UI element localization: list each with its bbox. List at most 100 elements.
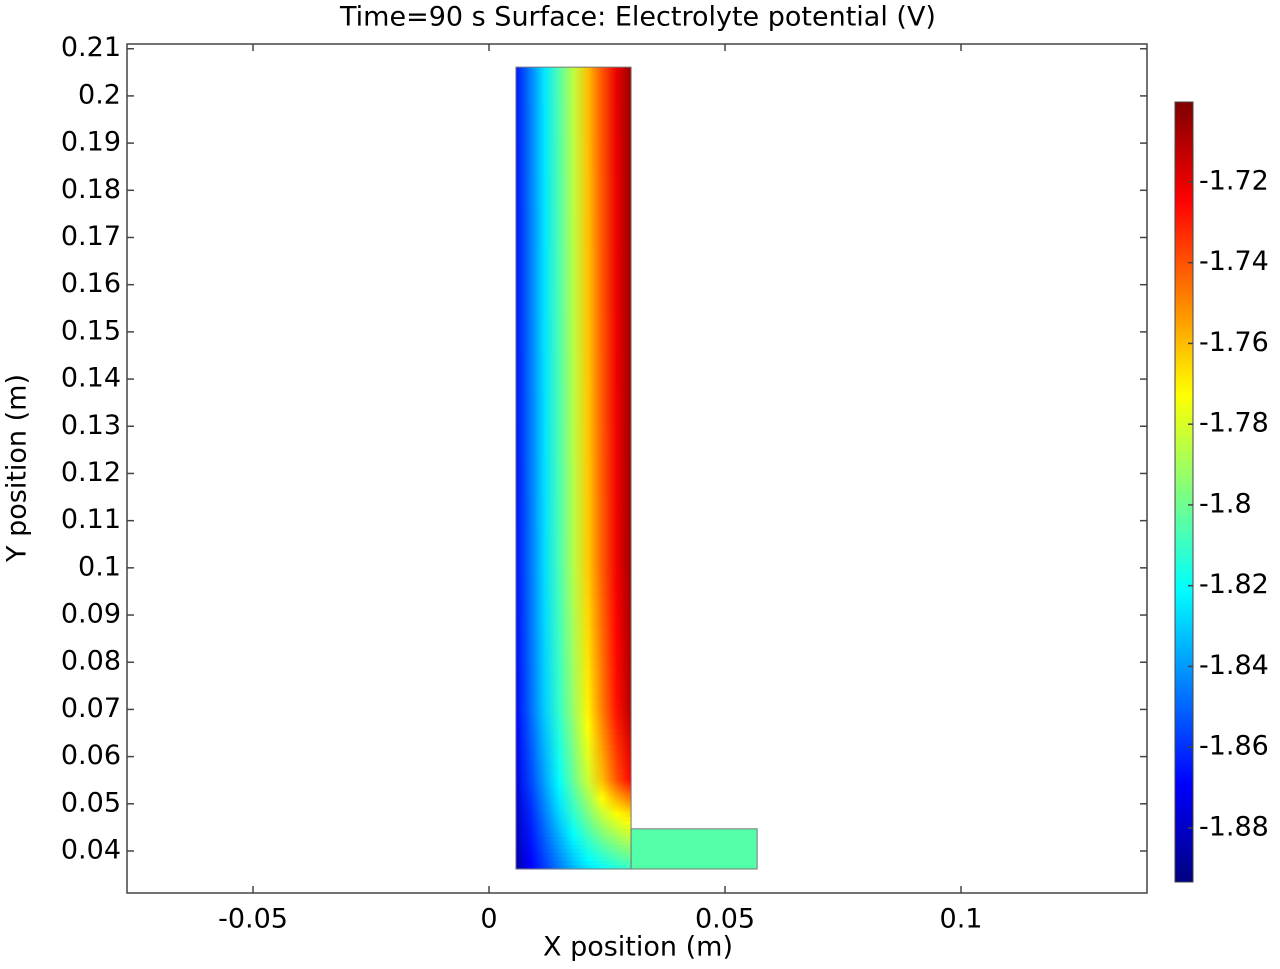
- surface-strip: [515, 424, 632, 462]
- surface-strip: [515, 174, 632, 211]
- surface-strip: [515, 759, 632, 766]
- y-tick-label: 0.05: [61, 787, 121, 818]
- surface-strip: [515, 638, 632, 650]
- surface-strip: [515, 67, 632, 104]
- surface-strip: [631, 828, 758, 833]
- surface-strip: [515, 810, 632, 814]
- y-tick-label: 0.21: [61, 32, 121, 63]
- y-tick-label: 0.16: [61, 268, 121, 299]
- surface-strip: [515, 245, 632, 283]
- surface-strip: [515, 389, 632, 426]
- surface-strip: [515, 853, 632, 858]
- surface-strip: [515, 714, 632, 721]
- surface-strip: [515, 744, 632, 751]
- surface-strip: [631, 831, 758, 836]
- colorbar-tick-label: -1.76: [1199, 327, 1269, 358]
- y-tick-label: 0.09: [61, 599, 121, 630]
- surface-strip: [515, 679, 632, 690]
- y-tick-label: 0.19: [61, 127, 121, 158]
- surface-strip: [515, 658, 632, 670]
- y-axis-label: Y position (m): [2, 374, 33, 563]
- surface-strip: [631, 863, 758, 867]
- y-tick-label: 0.15: [61, 315, 121, 346]
- surface-strip: [515, 668, 632, 680]
- surface-strip: [515, 729, 632, 736]
- surface-strip: [631, 837, 758, 841]
- surface-strip: [515, 754, 632, 761]
- surface-strip: [515, 460, 632, 497]
- surface-strip: [515, 801, 632, 805]
- colorbar-tick-label: -1.8: [1199, 488, 1252, 519]
- surface-strip: [515, 806, 632, 810]
- colorbar-tick-label: -1.78: [1199, 408, 1269, 439]
- surface-strip: [515, 825, 632, 830]
- surface-strip: [515, 780, 632, 784]
- surface-strip: [515, 608, 632, 620]
- surface-strip: [515, 588, 632, 599]
- surface-strip: [515, 719, 632, 726]
- colorbar-tick-label: -1.84: [1199, 650, 1269, 681]
- surface-strip: [515, 849, 632, 854]
- surface-strip: [515, 792, 632, 795]
- surface-strip: [631, 848, 758, 853]
- surface-strip: [515, 856, 632, 862]
- surface-strip: [515, 567, 632, 579]
- surface-strip: [515, 734, 632, 741]
- colorbar-tick-label: -1.86: [1199, 731, 1269, 762]
- surface-strip: [515, 532, 632, 569]
- y-tick-label: 0.18: [61, 174, 121, 205]
- colorbar-tick-label: -1.82: [1199, 569, 1269, 600]
- surface-strip: [515, 724, 632, 731]
- surface-strip: [631, 854, 758, 859]
- colorbar-tick-label: -1.88: [1199, 811, 1269, 842]
- surface-strip: [515, 803, 632, 807]
- x-tick-label: -0.05: [218, 904, 288, 935]
- surface-strip: [515, 102, 632, 140]
- surface-strip: [515, 618, 632, 630]
- surface-strip: [515, 817, 632, 822]
- surface-strip: [515, 796, 632, 800]
- surface-strip: [515, 628, 632, 640]
- y-tick-label: 0.06: [61, 740, 121, 771]
- surface-strip: [515, 784, 632, 788]
- y-tick-label: 0.14: [61, 363, 121, 394]
- surface-strip: [515, 813, 632, 818]
- surface-strip: [631, 843, 758, 847]
- surface-strip: [631, 851, 758, 856]
- colorbar-tick-label: -1.74: [1199, 246, 1269, 277]
- surface-strip: [631, 857, 758, 861]
- surface-strip: [515, 787, 632, 791]
- surface-strip: [515, 709, 632, 716]
- surface-strip: [515, 794, 632, 798]
- surface-strip: [515, 837, 632, 842]
- y-tick-label: 0.07: [61, 693, 121, 724]
- surface-strip: [631, 860, 758, 864]
- colorbar-tick-label: -1.72: [1199, 165, 1269, 196]
- surface-strip: [515, 281, 632, 319]
- surface-strip: [515, 765, 632, 771]
- surface-strip: [515, 860, 632, 866]
- surface-strip: [515, 808, 632, 812]
- y-tick-label: 0.11: [61, 504, 121, 535]
- surface-strip: [515, 648, 632, 660]
- surface-strip: [515, 782, 632, 786]
- surface-strip: [515, 775, 632, 781]
- surface-strip: [515, 789, 632, 793]
- surface-strip: [515, 739, 632, 746]
- surface-strip: [515, 317, 632, 354]
- y-tick-label: 0.13: [61, 410, 121, 441]
- surface-strip: [515, 749, 632, 756]
- axis-frame: [126, 43, 1148, 894]
- surface-strip: [515, 353, 632, 390]
- surface-strip: [515, 689, 632, 700]
- x-tick-label: 0.05: [695, 904, 755, 935]
- x-tick-label: 0.1: [940, 904, 983, 935]
- colorbar: [1174, 101, 1194, 883]
- chart-title: Time=90 s Surface: Electrolyte potential…: [339, 2, 936, 33]
- surface-strip: [515, 829, 632, 834]
- y-tick-label: 0.04: [61, 834, 121, 865]
- surface-strip: [515, 577, 632, 589]
- surface-strip: [631, 840, 758, 844]
- surface-strip: [515, 821, 632, 826]
